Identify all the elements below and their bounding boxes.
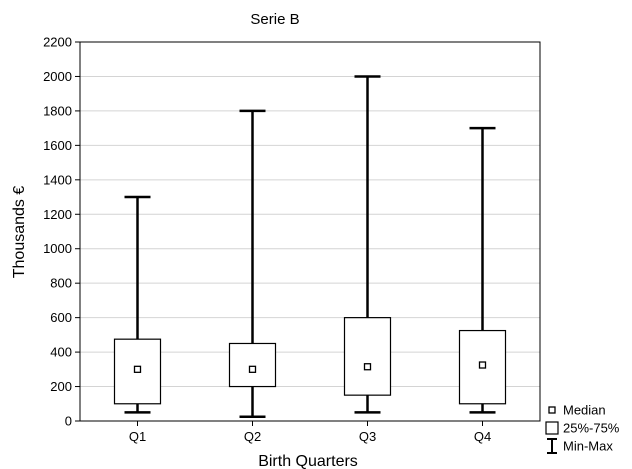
iqr-box	[228, 342, 277, 388]
y-tick-label: 1200	[43, 207, 72, 222]
box-group-q2	[228, 109, 277, 418]
iqr-box	[343, 317, 392, 396]
box-group-q4	[458, 126, 507, 414]
median-marker	[478, 361, 487, 369]
x-tick-label: Q1	[129, 429, 146, 444]
legend-label: Min-Max	[563, 439, 613, 454]
plot-marks: 0 200 400 600 800 1000 1200 1400 1600 1800 2000 220…	[43, 35, 507, 444]
y-tick-label: 600	[50, 310, 72, 325]
legend-label: 25%-75%	[563, 421, 620, 436]
legend: Median 25%-75% Min-Max	[545, 403, 620, 454]
y-tick-label: 2200	[43, 35, 72, 50]
median-marker	[133, 365, 142, 373]
y-tick-label: 0	[65, 414, 72, 429]
x-axis-label: Birth Quarters	[258, 453, 358, 469]
y-tick-label: 1600	[43, 138, 72, 153]
y-tick-label: 1400	[43, 172, 72, 187]
chart-title: Serie B	[250, 11, 299, 28]
median-marker	[248, 365, 257, 373]
x-tick-label: Q4	[474, 429, 491, 444]
x-tick-label: Q3	[359, 429, 376, 444]
y-tick-label: 1000	[43, 241, 72, 256]
y-tick-label: 800	[50, 276, 72, 291]
plot-frame	[79, 41, 541, 422]
legend-box-symbol	[545, 421, 559, 435]
legend-median-symbol	[548, 406, 556, 414]
y-tick-label: 400	[50, 345, 72, 360]
legend-label: Median	[563, 403, 606, 418]
y-tick-label: 200	[50, 379, 72, 394]
median-marker	[363, 363, 372, 371]
y-tick-label: 2000	[43, 69, 72, 84]
x-tick-label: Q2	[244, 429, 261, 444]
box-group-q3	[343, 75, 392, 414]
box-group-q1	[113, 195, 162, 414]
y-tick-label: 1800	[43, 103, 72, 118]
y-axis-label: Thousands €	[11, 186, 28, 279]
